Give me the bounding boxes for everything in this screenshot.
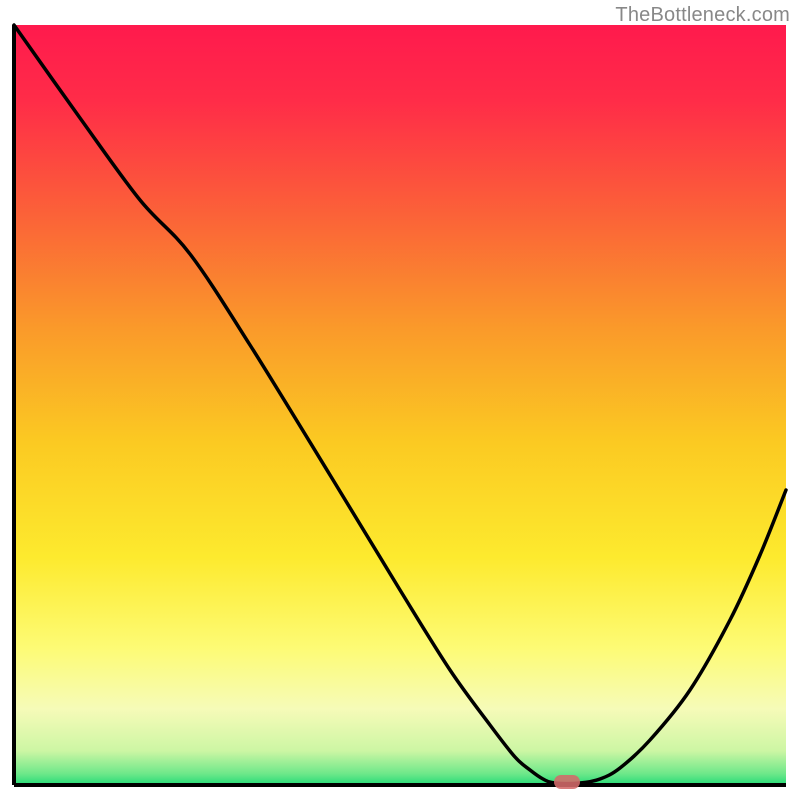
chart-container: { "watermark": { "text": "TheBottleneck.…: [0, 0, 800, 800]
bottleneck-chart: [0, 0, 800, 800]
watermark-text: TheBottleneck.com: [615, 4, 790, 27]
plot-background: [14, 25, 786, 785]
optimal-marker: [554, 775, 580, 789]
